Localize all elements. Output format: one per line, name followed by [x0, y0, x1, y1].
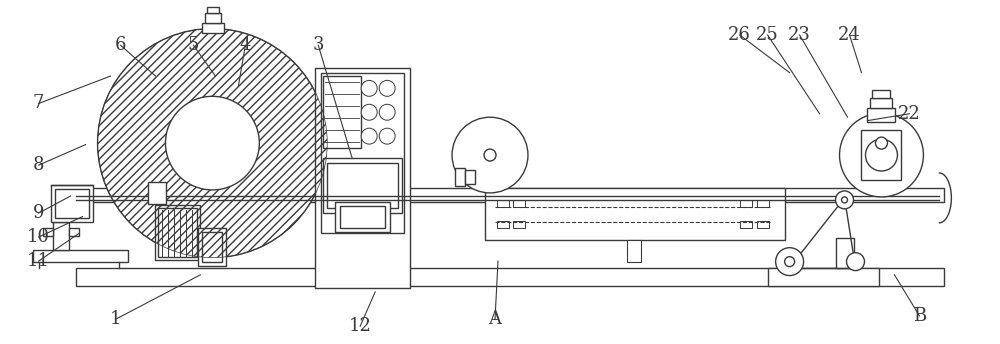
- Circle shape: [776, 248, 804, 276]
- Text: A: A: [489, 310, 502, 328]
- Bar: [202, 232, 222, 262]
- Bar: [768, 268, 879, 286]
- Text: 23: 23: [788, 26, 811, 44]
- Bar: [757, 221, 769, 228]
- Text: 1: 1: [110, 310, 121, 328]
- Circle shape: [847, 253, 864, 271]
- Circle shape: [361, 104, 377, 120]
- Text: 26: 26: [728, 26, 751, 44]
- Text: 6: 6: [115, 36, 126, 54]
- Circle shape: [840, 113, 923, 197]
- Text: B: B: [913, 307, 926, 325]
- Circle shape: [361, 128, 377, 144]
- Bar: [51, 185, 93, 222]
- Text: 4: 4: [240, 36, 251, 54]
- Bar: [148, 182, 166, 204]
- Text: 11: 11: [27, 252, 50, 270]
- Bar: [207, 7, 219, 13]
- Text: 5: 5: [188, 36, 199, 54]
- Bar: [627, 240, 641, 262]
- Bar: [836, 238, 854, 268]
- Bar: [76, 268, 944, 286]
- Bar: [335, 202, 390, 232]
- Circle shape: [875, 137, 887, 149]
- Text: 10: 10: [27, 228, 50, 246]
- Bar: [340, 206, 385, 228]
- Bar: [872, 90, 890, 98]
- Text: 7: 7: [33, 95, 44, 112]
- Circle shape: [452, 117, 528, 193]
- Text: 3: 3: [313, 36, 324, 54]
- Bar: [205, 13, 221, 23]
- Bar: [867, 108, 895, 122]
- Bar: [321, 73, 404, 233]
- Circle shape: [484, 149, 496, 161]
- Circle shape: [361, 80, 377, 96]
- Text: 9: 9: [33, 204, 44, 222]
- Text: 24: 24: [838, 26, 861, 44]
- Bar: [497, 200, 509, 207]
- Bar: [53, 222, 69, 250]
- Bar: [757, 200, 769, 207]
- Bar: [327, 163, 398, 208]
- Circle shape: [379, 128, 395, 144]
- Circle shape: [379, 104, 395, 120]
- Bar: [870, 98, 892, 108]
- Bar: [43, 228, 53, 236]
- Circle shape: [165, 96, 259, 190]
- Text: 22: 22: [898, 105, 921, 123]
- Bar: [55, 189, 89, 218]
- Circle shape: [98, 29, 327, 258]
- Bar: [323, 158, 402, 213]
- Bar: [33, 250, 128, 262]
- Bar: [323, 76, 361, 148]
- Text: 12: 12: [349, 317, 372, 335]
- Text: 8: 8: [33, 156, 44, 174]
- Bar: [455, 168, 465, 186]
- Bar: [198, 228, 226, 266]
- Bar: [315, 68, 410, 288]
- Text: 25: 25: [756, 26, 779, 44]
- Circle shape: [865, 139, 897, 171]
- Bar: [740, 221, 752, 228]
- Bar: [76, 188, 944, 202]
- Bar: [740, 200, 752, 207]
- Bar: [155, 205, 200, 260]
- Circle shape: [836, 191, 854, 209]
- Circle shape: [842, 197, 848, 203]
- Circle shape: [785, 257, 795, 267]
- Bar: [513, 221, 525, 228]
- Bar: [465, 170, 475, 184]
- Bar: [158, 208, 197, 257]
- Bar: [497, 221, 509, 228]
- Circle shape: [379, 80, 395, 96]
- Bar: [202, 23, 224, 33]
- Bar: [861, 130, 901, 180]
- Bar: [69, 228, 79, 236]
- Bar: [485, 188, 785, 240]
- Bar: [513, 200, 525, 207]
